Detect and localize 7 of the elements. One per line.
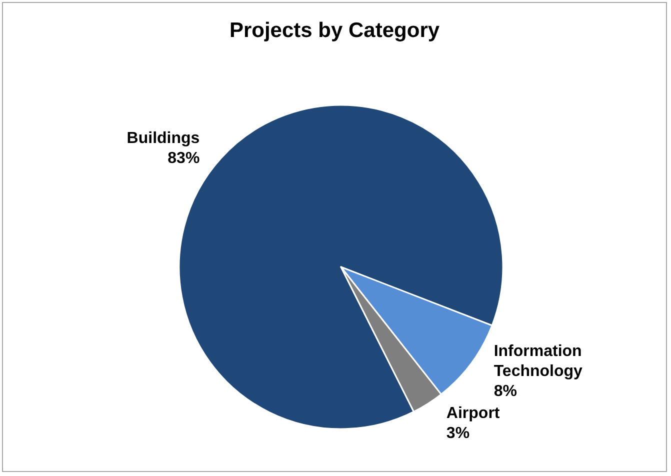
data-label: 3%	[446, 425, 470, 442]
slice-label: Information Technology	[494, 343, 586, 380]
slice-label: Airport	[446, 405, 500, 422]
data-label: 8%	[494, 383, 517, 400]
chart-title: Projects by Category	[229, 19, 440, 42]
data-label: 83%	[168, 150, 200, 168]
slice-label: Buildings	[126, 130, 200, 148]
